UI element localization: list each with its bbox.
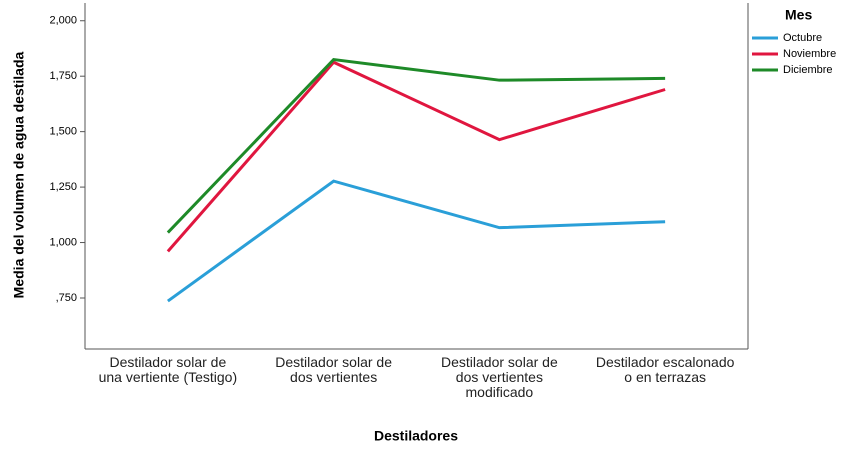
series-line bbox=[166, 179, 666, 303]
legend-label: Diciembre bbox=[783, 64, 833, 76]
x-axis-label: Destiladores bbox=[374, 428, 458, 444]
series-line bbox=[166, 60, 666, 253]
y-tick-label: 1,750 bbox=[49, 70, 77, 82]
series-line bbox=[166, 57, 666, 234]
x-tick-label: Destilador solar de una vertiente (Testi… bbox=[98, 354, 238, 385]
legend-label: Noviembre bbox=[783, 48, 836, 60]
y-tick-label: 2,000 bbox=[49, 15, 77, 27]
x-tick-label: Destilador solar de dos vertientes modif… bbox=[441, 354, 558, 400]
y-axis-label: Media del volumen de agua destilada bbox=[11, 51, 27, 298]
x-tick-label: Destilador solar de dos vertientes bbox=[275, 354, 392, 385]
y-tick-label: 1,500 bbox=[49, 126, 77, 138]
legend-title: Mes bbox=[785, 7, 812, 23]
x-tick-label: Destilador escalonado o en terrazas bbox=[595, 354, 735, 385]
y-tick-label: ,750 bbox=[56, 292, 77, 304]
y-tick-label: 1,250 bbox=[49, 181, 77, 193]
y-tick-label: 1,000 bbox=[49, 236, 77, 248]
legend-label: Octubre bbox=[783, 32, 822, 44]
